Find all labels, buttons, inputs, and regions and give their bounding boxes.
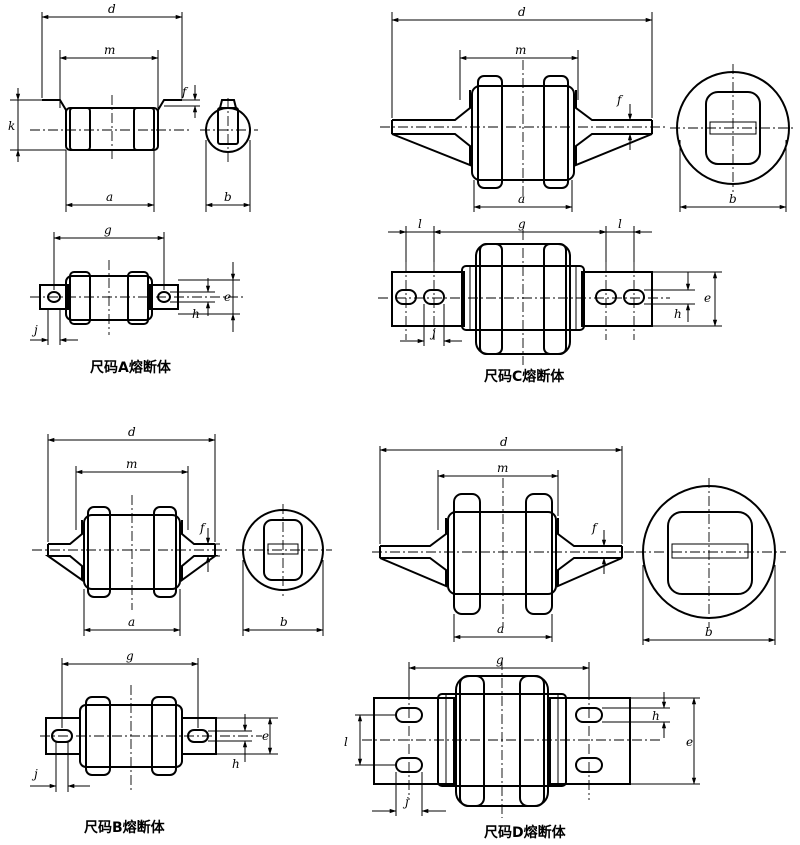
dim-m-label: m: [497, 461, 508, 475]
caption-size-a: 尺码A熔断体: [90, 359, 172, 376]
size-d-top-view: g l e h j: [344, 653, 700, 818]
size-b-end-view: b: [236, 504, 332, 636]
size-d-side-view: d m a f: [372, 435, 640, 642]
dim-a-label: a: [106, 190, 113, 204]
dim-b-label: b: [729, 192, 737, 206]
dim-a-label: a: [497, 622, 504, 636]
size-b-side-view: d m a f: [32, 425, 228, 636]
dim-a-label: a: [518, 192, 525, 206]
dim-m-label: m: [104, 43, 115, 57]
dim-g-label: g: [496, 653, 504, 667]
size-a-side-view: d m a k f: [8, 2, 200, 212]
dim-h-label: h: [674, 307, 682, 321]
caption-size-d: 尺码D熔断体: [484, 824, 567, 841]
dim-f-label: f: [616, 93, 624, 107]
dim-h-label: h: [192, 307, 200, 321]
dim-m-label: m: [126, 457, 137, 471]
dim-a-label: a: [128, 615, 135, 629]
dim-m-label: m: [515, 43, 526, 57]
dim-j-label: j: [402, 795, 409, 809]
size-c-side-view: d m a f: [380, 5, 665, 212]
dim-f-label: f: [199, 521, 207, 535]
dim-l-label: l: [344, 735, 348, 749]
dim-d-label: d: [108, 2, 116, 16]
size-c-end-view: b: [670, 64, 796, 212]
dim-f-label: f: [181, 85, 189, 99]
dim-f-label: f: [591, 521, 599, 535]
caption-size-c: 尺码C熔断体: [484, 368, 565, 385]
dim-e-label: e: [704, 291, 711, 305]
dim-h-label: h: [232, 757, 240, 771]
size-a-end-view: b: [200, 98, 258, 212]
dim-e-label: e: [686, 735, 693, 749]
dim-g-label: g: [518, 217, 526, 231]
dim-j-label: j: [31, 323, 38, 337]
dim-k-label: k: [8, 119, 15, 133]
dim-e-label: e: [224, 290, 231, 304]
dim-d-label: d: [518, 5, 526, 19]
dim-l-label-right: l: [618, 217, 622, 231]
dim-l-label-left: l: [418, 217, 422, 231]
dim-g-label: g: [104, 223, 112, 237]
size-a-top-view: g e h j: [30, 223, 245, 345]
dim-b-label: b: [705, 625, 713, 639]
caption-size-b: 尺码B熔断体: [84, 819, 166, 836]
dim-d-label: d: [128, 425, 136, 439]
dim-j-label: j: [31, 767, 38, 781]
size-c-top-view: g l l e h j: [378, 217, 722, 365]
dim-b-label: b: [280, 615, 288, 629]
dim-b-label: b: [224, 190, 232, 204]
dim-h-label: h: [652, 709, 660, 723]
size-b-top-view: g e h j: [30, 649, 278, 792]
size-d-end-view: b: [636, 478, 786, 645]
dim-d-label: d: [500, 435, 508, 449]
dim-e-label: e: [262, 729, 269, 743]
dim-g-label: g: [126, 649, 134, 663]
dim-j-label: j: [429, 326, 436, 340]
